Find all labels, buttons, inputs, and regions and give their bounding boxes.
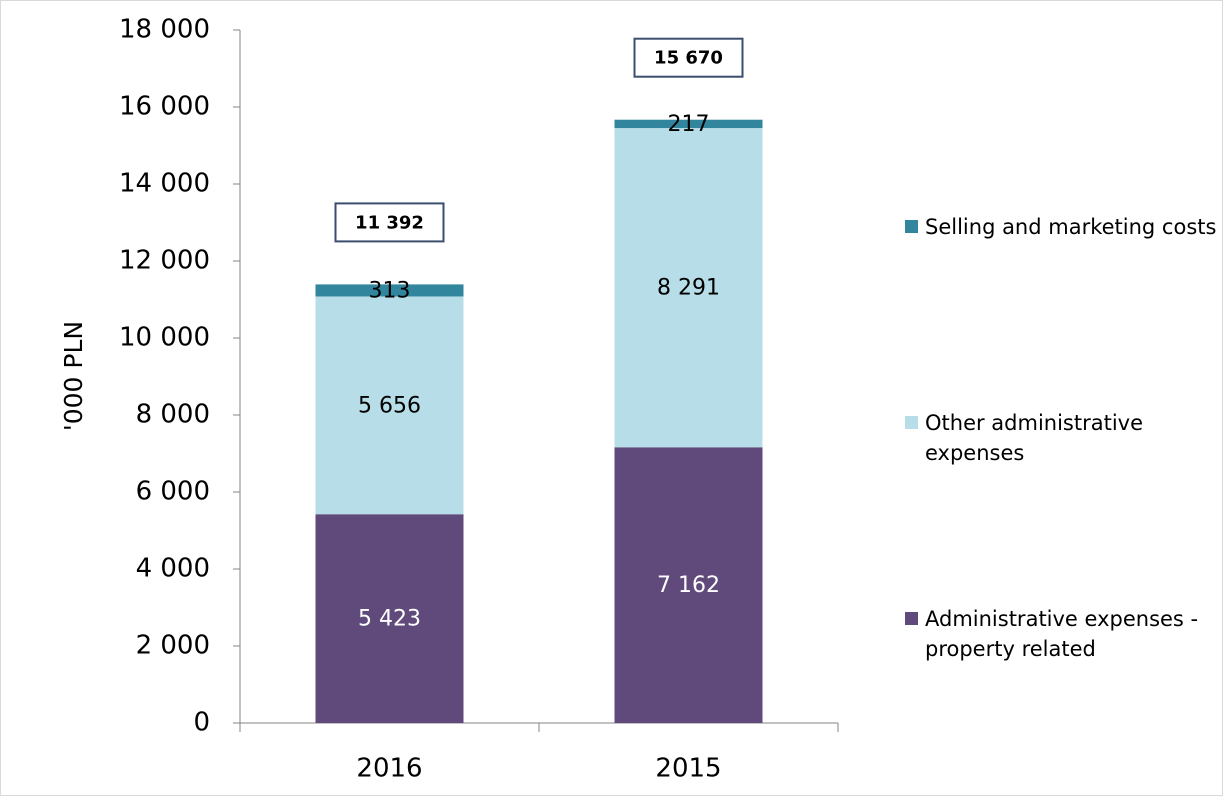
legend-swatch [905,220,918,233]
y-tick-label: 16 000 [119,92,210,122]
data-label: 5 656 [358,393,421,418]
bar-segment [315,514,464,723]
bar-segment [315,284,464,297]
bar-segment [614,119,763,129]
data-label: 217 [668,112,710,137]
y-tick-label: 8 000 [136,400,210,430]
y-axis-label: '000 PLN [59,321,88,431]
y-tick-label: 18 000 [119,15,210,45]
data-label: 7 162 [657,573,720,598]
y-tick-label: 0 [193,708,210,738]
data-label: 5 423 [358,607,421,632]
legend-label: Other administrative expenses [925,411,1144,465]
x-tick-label: 2016 [356,754,422,784]
legend-item: Administrative expenses - property relat… [905,604,1223,664]
total-box [633,37,744,78]
legend-swatch [905,612,918,625]
y-tick-label: 2 000 [136,631,210,661]
bar-segment [614,447,763,723]
bar-segment [315,296,464,515]
y-tick-label: 14 000 [119,169,210,199]
y-tick-label: 10 000 [119,323,210,353]
bar-segment [614,128,763,448]
data-label: 313 [369,278,411,303]
legend-item: Other administrative expenses [905,408,1223,468]
legend-label: Administrative expenses - property relat… [925,607,1199,661]
y-tick-label: 12 000 [119,246,210,276]
x-tick-label: 2015 [655,754,721,784]
data-label: 8 291 [657,276,720,301]
total-label: 11 392 [355,212,424,233]
y-tick-label: 4 000 [136,554,210,584]
total-box [334,202,445,243]
total-label: 15 670 [654,48,723,69]
legend-swatch [905,416,918,429]
legend-label: Selling and marketing costs [925,215,1217,239]
legend-item: Selling and marketing costs [905,212,1223,242]
y-tick-label: 6 000 [136,477,210,507]
